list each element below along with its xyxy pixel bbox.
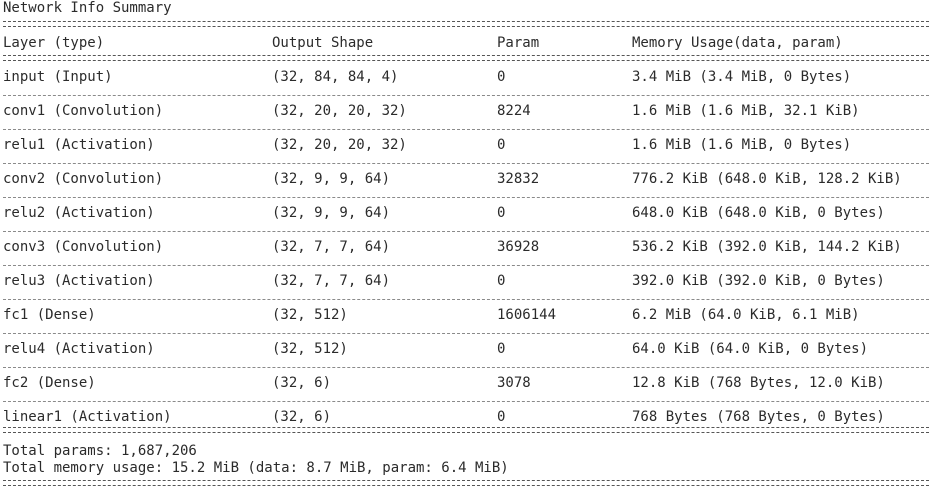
cell-output-shape: (32, 9, 9, 64) [272, 205, 391, 221]
cell-memory: 648.0 KiB (648.0 KiB, 0 Bytes) [632, 205, 885, 221]
table-row: conv2 (Convolution) (32, 9, 9, 64) 32832 77… [3, 171, 929, 188]
cell-layer: fc1 (Dense) [3, 307, 96, 323]
row-divider [3, 129, 929, 130]
cell-layer: linear1 (Activation) [3, 409, 172, 425]
row-divider [3, 367, 929, 368]
table-row: relu4 (Activation) (32, 512) 0 64.0 KiB (64… [3, 341, 929, 358]
table-header: Layer (type) Output Shape Param Memory U… [3, 35, 929, 52]
column-header-output-shape: Output Shape [272, 35, 374, 51]
cell-layer: conv2 (Convolution) [3, 171, 164, 187]
cell-param: 3078 [497, 375, 531, 391]
row-divider [3, 231, 929, 232]
row-divider [3, 163, 929, 164]
cell-layer: conv3 (Convolution) [3, 239, 164, 255]
cell-param: 0 [497, 69, 506, 85]
total-params: Total params: 1,687,206 [3, 443, 197, 459]
cell-layer: relu4 (Activation) [3, 341, 155, 357]
cell-output-shape: (32, 6) [272, 375, 332, 391]
column-header-layer: Layer (type) [3, 35, 105, 51]
row-divider [3, 95, 929, 96]
cell-param: 1606144 [497, 307, 557, 323]
table-row: relu3 (Activation) (32, 7, 7, 64) 0 392.0 K… [3, 273, 929, 290]
cell-param: 0 [497, 341, 506, 357]
table-row: linear1 (Activation) (32, 6) 0 768 Bytes (7… [3, 409, 929, 426]
table-row: input (Input) (32, 84, 84, 4) 0 3.4 MiB (3.… [3, 69, 929, 86]
cell-memory: 1.6 MiB (1.6 MiB, 32.1 KiB) [632, 103, 860, 119]
cell-output-shape: (32, 20, 20, 32) [272, 137, 407, 153]
row-divider [3, 333, 929, 334]
cell-memory: 1.6 MiB (1.6 MiB, 0 Bytes) [632, 137, 852, 153]
cell-memory: 3.4 MiB (3.4 MiB, 0 Bytes) [632, 69, 852, 85]
cell-param: 32832 [497, 171, 540, 187]
cell-layer: relu3 (Activation) [3, 273, 155, 289]
cell-param: 36928 [497, 239, 540, 255]
header-divider-bottom [3, 55, 929, 61]
table-row: relu1 (Activation) (32, 20, 20, 32) 0 1.6 M… [3, 137, 929, 154]
column-header-memory: Memory Usage(data, param) [632, 35, 843, 51]
table-row: conv1 (Convolution) (32, 20, 20, 32) 8224 1… [3, 103, 929, 120]
cell-layer: input (Input) [3, 69, 113, 85]
table-row: fc2 (Dense) (32, 6) 3078 12.8 KiB (768 Byte… [3, 375, 929, 392]
cell-memory: 6.2 MiB (64.0 KiB, 6.1 MiB) [632, 307, 860, 323]
cell-param: 0 [497, 273, 506, 289]
footer-divider [3, 480, 929, 486]
cell-output-shape: (32, 84, 84, 4) [272, 69, 399, 85]
header-divider-top [3, 21, 929, 27]
cell-layer: relu1 (Activation) [3, 137, 155, 153]
column-header-param: Param [497, 35, 540, 51]
cell-memory: 776.2 KiB (648.0 KiB, 128.2 KiB) [632, 171, 902, 187]
cell-param: 0 [497, 137, 506, 153]
row-divider [3, 197, 929, 198]
table-row: conv3 (Convolution) (32, 7, 7, 64) 36928 53… [3, 239, 929, 256]
summary-title: Network Info Summary [3, 0, 172, 16]
cell-memory: 12.8 KiB (768 Bytes, 12.0 KiB) [632, 375, 885, 391]
table-row: relu2 (Activation) (32, 9, 9, 64) 0 648.0 K… [3, 205, 929, 222]
cell-memory: 768 Bytes (768 Bytes, 0 Bytes) [632, 409, 885, 425]
cell-memory: 536.2 KiB (392.0 KiB, 144.2 KiB) [632, 239, 902, 255]
row-divider [3, 299, 929, 300]
cell-output-shape: (32, 7, 7, 64) [272, 239, 391, 255]
cell-memory: 64.0 KiB (64.0 KiB, 0 Bytes) [632, 341, 869, 357]
cell-param: 0 [497, 205, 506, 221]
row-divider [3, 265, 929, 266]
table-end-divider [3, 427, 929, 433]
cell-memory: 392.0 KiB (392.0 KiB, 0 Bytes) [632, 273, 885, 289]
cell-layer: fc2 (Dense) [3, 375, 96, 391]
cell-param: 0 [497, 409, 506, 425]
total-memory: Total memory usage: 15.2 MiB (data: 8.7 … [3, 460, 509, 476]
table-row: fc1 (Dense) (32, 512) 1606144 6.2 MiB (64.0… [3, 307, 929, 324]
cell-output-shape: (32, 512) [272, 307, 348, 323]
cell-output-shape: (32, 6) [272, 409, 332, 425]
cell-layer: relu2 (Activation) [3, 205, 155, 221]
cell-output-shape: (32, 512) [272, 341, 348, 357]
cell-param: 8224 [497, 103, 531, 119]
cell-layer: conv1 (Convolution) [3, 103, 164, 119]
row-divider [3, 401, 929, 402]
cell-output-shape: (32, 20, 20, 32) [272, 103, 407, 119]
cell-output-shape: (32, 9, 9, 64) [272, 171, 391, 187]
cell-output-shape: (32, 7, 7, 64) [272, 273, 391, 289]
